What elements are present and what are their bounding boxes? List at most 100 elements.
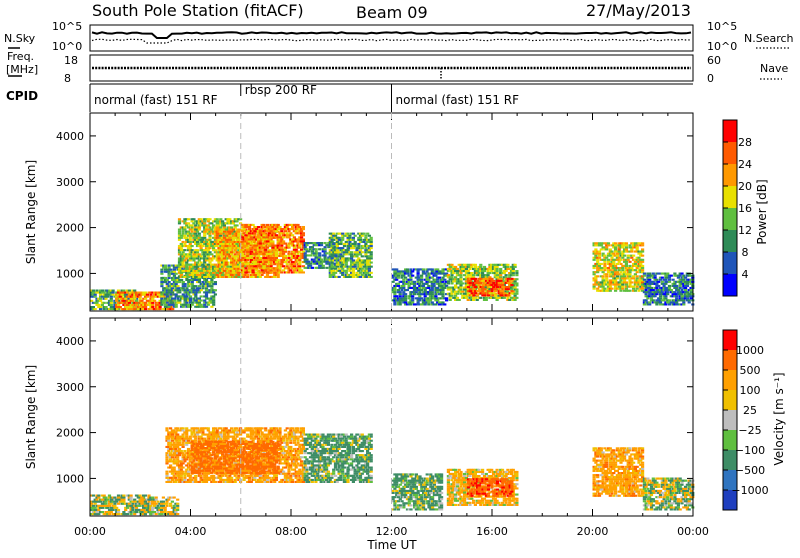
heatmap-cell (673, 273, 676, 275)
heatmap-cell (609, 248, 612, 250)
heatmap-cell (345, 270, 348, 272)
heatmap-cell (304, 257, 307, 259)
heatmap-cell (472, 288, 475, 290)
heatmap-cell (607, 267, 610, 269)
heatmap-cell (110, 296, 113, 298)
heatmap-cell (205, 241, 208, 243)
heatmap-cell (196, 262, 199, 264)
heatmap-cell (178, 268, 181, 270)
heatmap-cell (94, 507, 97, 509)
heatmap-cell (404, 299, 407, 301)
heatmap-cell (169, 293, 172, 295)
heatmap-cell (311, 246, 314, 248)
heatmap-cell (121, 294, 124, 296)
heatmap-cell (632, 288, 635, 290)
heatmap-cell (458, 299, 461, 301)
heatmap-cell (261, 228, 264, 230)
heatmap-cell (106, 507, 109, 509)
heatmap-cell (366, 272, 369, 274)
heatmap-cell (370, 272, 373, 274)
heatmap-cell (268, 245, 271, 247)
heatmap-cell (262, 253, 265, 255)
heatmap-cell (593, 267, 596, 269)
heatmap-cell (99, 300, 102, 302)
heatmap-cell (259, 245, 262, 247)
heatmap-cell (441, 270, 444, 272)
heatmap-cell (348, 235, 351, 237)
heatmap-cell (598, 251, 601, 253)
heatmap-cell (492, 280, 495, 282)
heatmap-cell (408, 281, 411, 283)
heatmap-cell (287, 251, 290, 253)
heatmap-cell (402, 287, 405, 289)
heatmap-cell (406, 283, 409, 285)
heatmap-cell (253, 263, 256, 265)
heatmap-cell (594, 248, 597, 250)
heatmap-cell (298, 245, 301, 247)
heatmap-cell (364, 237, 367, 239)
heatmap-cell (282, 240, 285, 242)
heatmap-cell (355, 255, 358, 257)
heatmap-cell (223, 270, 226, 272)
heatmap-cell (409, 277, 412, 279)
heatmap-cell (189, 243, 192, 245)
heatmap-cell (623, 255, 626, 257)
heatmap-cell (207, 274, 210, 276)
heatmap-cell (216, 218, 219, 220)
heatmap-cell (305, 244, 308, 246)
heatmap-cell (187, 276, 190, 278)
heatmap-cell (459, 289, 462, 291)
heatmap-cell (688, 299, 691, 301)
heatmap-cell (92, 290, 95, 292)
heatmap-cell (298, 247, 301, 249)
heatmap-cell (441, 295, 444, 297)
heatmap-cell (443, 287, 446, 289)
heatmap-cell (257, 255, 260, 257)
heatmap-cell (628, 275, 631, 277)
heatmap-cell (404, 277, 407, 279)
heatmap-cell (499, 268, 502, 270)
heatmap-cell (130, 511, 133, 513)
heatmap-cell (361, 251, 364, 253)
heatmap-cell (679, 285, 682, 287)
heatmap-cell (196, 272, 199, 274)
heatmap-cell (168, 306, 171, 308)
heatmap-cell (395, 268, 398, 270)
heatmap-cell (287, 236, 290, 238)
heatmap-cell (345, 272, 348, 274)
heatmap-cell (270, 228, 273, 230)
heatmap-cell (332, 270, 335, 272)
heatmap-cell (441, 281, 444, 283)
heatmap-cell (228, 249, 231, 251)
heatmap-cell (393, 297, 396, 299)
heatmap-cell (514, 299, 517, 301)
heatmap-cell (602, 271, 605, 273)
heatmap-cell (302, 228, 305, 230)
heatmap-cell (252, 269, 255, 271)
heatmap-cell (593, 273, 596, 275)
heatmap-cell (205, 276, 208, 278)
heatmap-cell (456, 272, 459, 274)
heatmap-cell (259, 261, 262, 263)
heatmap-cell (295, 230, 298, 232)
heatmap-cell (411, 297, 414, 299)
heatmap-cell (286, 263, 289, 265)
heatmap-cell (341, 268, 344, 270)
heatmap-cell (355, 249, 358, 251)
heatmap-cell (431, 268, 434, 270)
heatmap-cell (264, 259, 267, 261)
heatmap-cell (452, 272, 455, 274)
heatmap-cell (336, 266, 339, 268)
heatmap-cell (411, 270, 414, 272)
heatmap-cell (131, 304, 134, 306)
colorbar-segment (723, 186, 737, 208)
heatmap-cell (630, 251, 633, 253)
heatmap-cell (296, 243, 299, 245)
heatmap-cell (600, 263, 603, 265)
heatmap-cell (135, 302, 138, 304)
heatmap-cell (682, 299, 685, 301)
heatmap-cell (207, 255, 210, 257)
heatmap-cell (496, 268, 499, 270)
nsearch-tick-top: 10^5 (707, 20, 737, 33)
heatmap-cell (243, 228, 246, 230)
